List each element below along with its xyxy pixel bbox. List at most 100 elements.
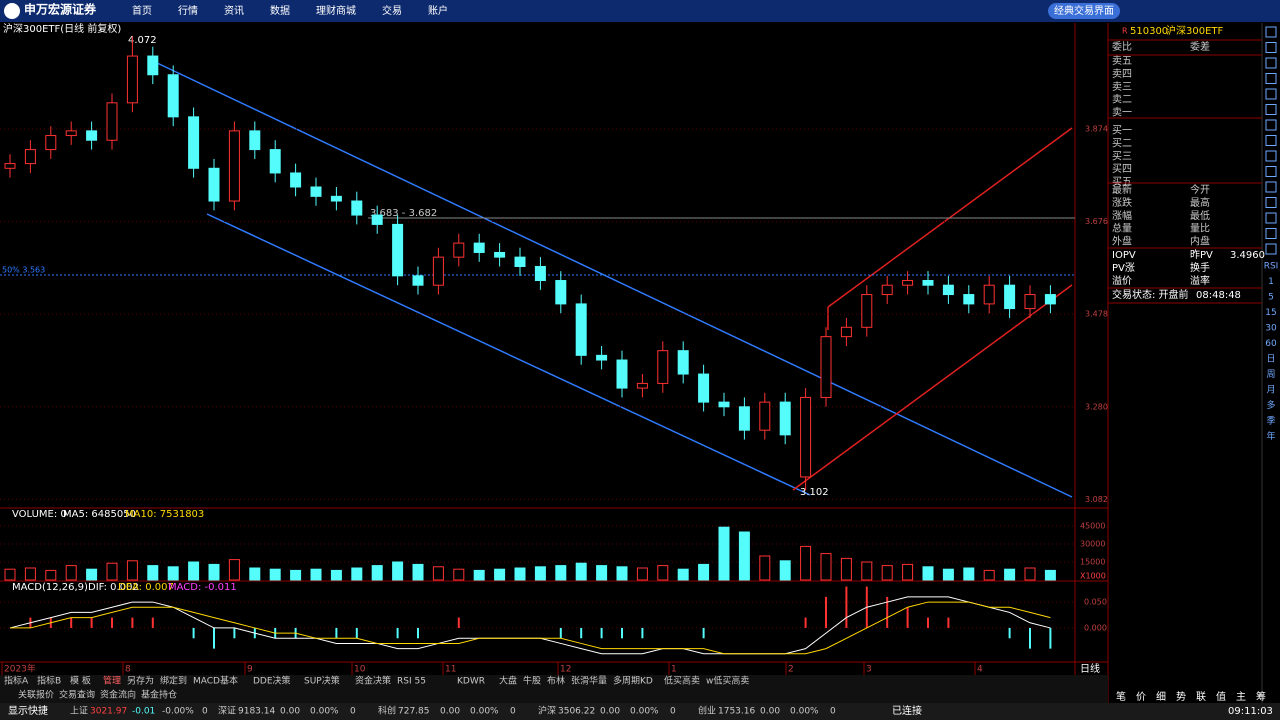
candle-body: [677, 350, 689, 375]
right-tab[interactable]: 筹: [1256, 690, 1266, 703]
volume-bar: [126, 560, 138, 581]
indicator-tab[interactable]: RSI 55: [397, 677, 426, 687]
side-icon[interactable]: [1265, 104, 1277, 115]
side-icon[interactable]: [1265, 181, 1277, 193]
indicator-tab[interactable]: 管理: [103, 675, 121, 687]
right-tab[interactable]: 价: [1136, 691, 1146, 703]
volume-bar: [473, 569, 485, 581]
side-tool[interactable]: RSI: [1264, 262, 1279, 272]
volume-bar: [738, 531, 750, 581]
indicator-tab[interactable]: 指标A: [4, 675, 29, 687]
right-tab[interactable]: 笔: [1116, 690, 1126, 703]
candle-body: [290, 172, 302, 188]
classic-button-label[interactable]: 经典交易界面: [1054, 4, 1114, 17]
side-tool[interactable]: 日: [1266, 354, 1275, 365]
volume-bar: [351, 567, 363, 581]
side-tool[interactable]: 5: [1268, 293, 1274, 303]
candle-body: [24, 149, 36, 165]
macd-legend: DIF: 0.002: [88, 582, 139, 593]
right-tab[interactable]: 细: [1156, 690, 1166, 703]
side-icon[interactable]: [1265, 228, 1277, 239]
index-field: 1753.16: [718, 707, 755, 717]
classic-button[interactable]: [1048, 3, 1120, 19]
bottom-tab[interactable]: 基金持仓: [141, 689, 177, 701]
indicator-tab[interactable]: 多周期KD: [613, 675, 653, 687]
bottom-tab[interactable]: 关联报价: [18, 689, 54, 701]
right-tab[interactable]: 势: [1176, 690, 1186, 703]
volume-bar: [861, 561, 873, 581]
macd-legend: MACD(12,26,9): [12, 582, 88, 593]
menu-item[interactable]: 行情: [178, 4, 198, 17]
side-icon[interactable]: [1265, 57, 1277, 69]
menu-item[interactable]: 首页: [132, 4, 152, 17]
trade-status: 交易状态: 开盘前: [1112, 288, 1189, 301]
side-tool[interactable]: 60: [1265, 339, 1277, 349]
volume-bar: [534, 566, 546, 581]
indicator-tab[interactable]: 指标B: [37, 675, 61, 687]
shortcut[interactable]: 显示快捷: [8, 704, 48, 717]
indicator-tab[interactable]: 资金决策: [355, 675, 391, 687]
trend-line[interactable]: [206, 213, 811, 496]
stat-label: 量比: [1190, 223, 1210, 235]
side-tool[interactable]: 30: [1265, 324, 1277, 334]
right-tab[interactable]: 值: [1216, 690, 1226, 703]
side-tool[interactable]: 月: [1266, 385, 1275, 396]
side-tool[interactable]: 15: [1265, 308, 1276, 318]
volume-bar: [514, 567, 526, 581]
volume-bar: [677, 568, 689, 581]
indicator-tab[interactable]: 低买高卖: [664, 675, 700, 687]
side-icon[interactable]: [1265, 88, 1277, 100]
indicator-tab[interactable]: SUP决策: [304, 675, 340, 687]
side-tool[interactable]: 多: [1266, 399, 1275, 411]
menu-item[interactable]: 理财商城: [316, 4, 356, 17]
side-tool[interactable]: 周: [1266, 369, 1275, 380]
trend-line[interactable]: [792, 284, 1073, 491]
bottom-tab[interactable]: 资金流向: [100, 689, 136, 701]
bottom-tab[interactable]: 交易查询: [59, 689, 95, 701]
candle-body: [412, 275, 424, 286]
candle-body: [902, 280, 914, 286]
candle-body: [45, 135, 57, 151]
y-tick-label: 3.478: [1085, 310, 1108, 319]
side-icon[interactable]: [1265, 135, 1277, 146]
volume-bar: [596, 565, 608, 581]
trend-line[interactable]: [154, 61, 1073, 498]
menu-item[interactable]: 资讯: [224, 5, 244, 17]
indicator-tab[interactable]: DDE决策: [253, 675, 291, 687]
side-icon[interactable]: [1265, 243, 1277, 255]
indicator-tab[interactable]: 另存为: [127, 675, 154, 687]
indicator-tab[interactable]: 模 板: [70, 675, 91, 687]
volume-bar: [371, 565, 383, 581]
side-icon[interactable]: [1265, 197, 1277, 208]
side-icon[interactable]: [1265, 26, 1277, 38]
side-tool[interactable]: 1: [1268, 277, 1274, 287]
side-icon[interactable]: [1265, 42, 1277, 53]
right-tab[interactable]: 联: [1196, 691, 1206, 703]
indicator-tab[interactable]: 绑定到: [160, 675, 187, 687]
indicator-tab[interactable]: 布林: [547, 675, 565, 687]
indicator-tab[interactable]: KDWR: [457, 677, 485, 687]
indicator-tab[interactable]: 张滑华量: [571, 675, 607, 687]
indicator-tab[interactable]: 大盘: [499, 675, 517, 687]
side-icon[interactable]: [1265, 150, 1277, 162]
menu-item[interactable]: 数据: [270, 4, 290, 17]
macd-legend: DEA: 0.007: [118, 582, 174, 593]
indicator-tab[interactable]: MACD基本: [193, 675, 238, 687]
index-field: 3021.97: [90, 707, 127, 717]
side-icon[interactable]: [1265, 119, 1277, 131]
x-tick-label: 2: [788, 665, 794, 675]
side-icon[interactable]: [1265, 166, 1277, 177]
side-icon[interactable]: [1265, 212, 1277, 224]
side-icon[interactable]: [1265, 73, 1277, 84]
indicator-tab[interactable]: w低买高卖: [706, 675, 749, 687]
menu-item[interactable]: 交易: [382, 4, 402, 17]
indicator-tab[interactable]: 牛股: [523, 675, 541, 687]
volume-bar: [228, 559, 240, 581]
logo: 申万宏源证券: [24, 2, 97, 17]
index-field: 0.00%: [790, 707, 819, 717]
side-tool[interactable]: 季: [1266, 415, 1275, 427]
side-tool[interactable]: 年: [1266, 430, 1275, 442]
menu-item[interactable]: 账户: [428, 4, 448, 17]
right-tab[interactable]: 主: [1236, 691, 1246, 703]
